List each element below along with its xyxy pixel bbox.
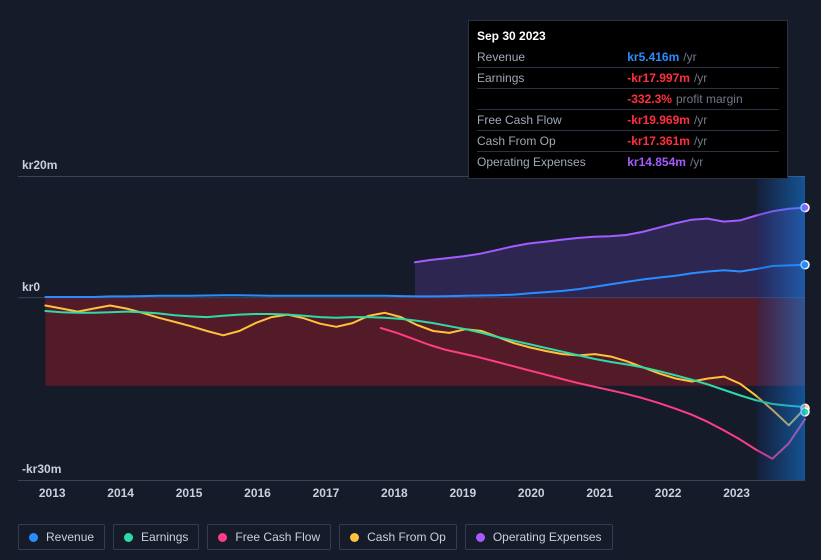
legend-dot-icon	[476, 533, 485, 542]
tooltip-row: Free Cash Flow-kr19.969m/yr	[477, 110, 779, 131]
legend-item[interactable]: Operating Expenses	[465, 524, 613, 550]
legend-label: Free Cash Flow	[235, 530, 320, 544]
tooltip-row: Earnings-kr17.997m/yr	[477, 68, 779, 89]
end-marker	[801, 261, 809, 269]
legend-item[interactable]: Free Cash Flow	[207, 524, 331, 550]
end-marker	[801, 204, 809, 212]
legend-dot-icon	[29, 533, 38, 542]
legend-label: Revenue	[46, 530, 94, 544]
legend-item[interactable]: Revenue	[18, 524, 105, 550]
tooltip-row: -332.3%profit margin	[477, 89, 779, 110]
legend-dot-icon	[124, 533, 133, 542]
end-marker	[801, 408, 809, 416]
data-tooltip: Sep 30 2023 Revenuekr5.416m/yrEarnings-k…	[468, 20, 788, 179]
legend-item[interactable]: Earnings	[113, 524, 199, 550]
legend-dot-icon	[350, 533, 359, 542]
legend: Revenue Earnings Free Cash Flow Cash From O…	[18, 524, 613, 550]
tooltip-row: Revenuekr5.416m/yr	[477, 47, 779, 68]
tooltip-row: Operating Expenseskr14.854m/yr	[477, 152, 779, 173]
tooltip-title: Sep 30 2023	[477, 27, 779, 47]
legend-item[interactable]: Cash From Op	[339, 524, 457, 550]
legend-label: Operating Expenses	[493, 530, 602, 544]
legend-dot-icon	[218, 533, 227, 542]
legend-label: Earnings	[141, 530, 188, 544]
legend-label: Cash From Op	[367, 530, 446, 544]
tooltip-row: Cash From Op-kr17.361m/yr	[477, 131, 779, 152]
negative-band	[45, 298, 805, 386]
